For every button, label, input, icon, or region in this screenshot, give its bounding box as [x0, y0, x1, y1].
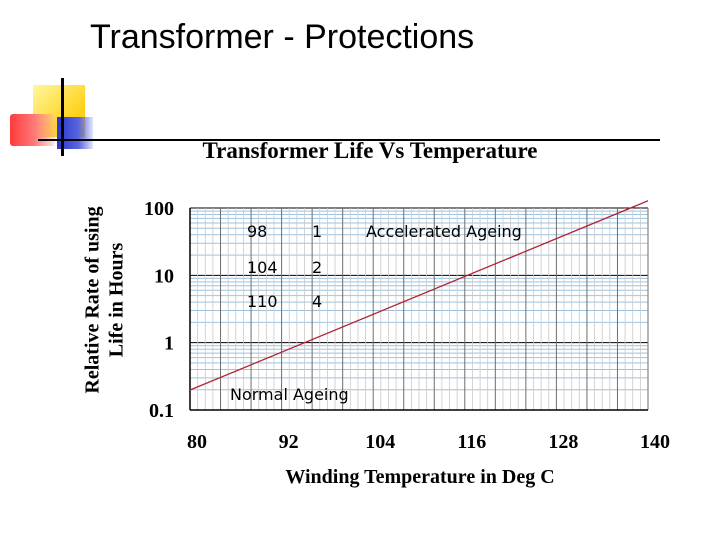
- series-lines: [189, 200, 649, 391]
- table-rate: 4: [312, 292, 322, 311]
- x-tick-label: 116: [457, 431, 486, 453]
- series-line: [189, 200, 649, 391]
- y-tick-labels: 0.1 1 10 100: [144, 198, 174, 422]
- y-tick-label: 1: [164, 333, 174, 355]
- annotations: Accelerated Ageing Normal Ageing: [230, 222, 522, 404]
- decorative-vertical-line: [61, 78, 64, 156]
- table-rate: 1: [312, 222, 322, 241]
- table-rate: 2: [312, 258, 322, 277]
- annotation-normal-ageing: Normal Ageing: [230, 385, 349, 404]
- title-underline: [38, 139, 660, 141]
- x-axis-label: Winding Temperature in Deg C: [285, 466, 555, 488]
- y-tick-label: 10: [154, 265, 174, 287]
- x-tick-label: 128: [548, 431, 578, 453]
- x-tick-label: 80: [187, 431, 207, 453]
- y-tick-label: 100: [144, 198, 174, 220]
- x-tick-labels: 80 92 104 116 128 140: [187, 431, 670, 453]
- chart-title: Transformer Life Vs Temperature: [202, 138, 538, 163]
- table-temperature: 104: [247, 258, 278, 277]
- annotation-accelerated-ageing: Accelerated Ageing: [366, 222, 522, 241]
- x-tick-label: 140: [640, 431, 670, 453]
- slide-title: Transformer - Protections: [90, 18, 475, 56]
- chart-grid: [189, 207, 649, 411]
- y-tick-label: 0.1: [149, 400, 174, 422]
- x-tick-label: 104: [365, 431, 395, 453]
- table-temperature: 110: [247, 292, 278, 311]
- x-tick-label: 92: [279, 431, 299, 453]
- table-temperature: 98: [247, 222, 267, 241]
